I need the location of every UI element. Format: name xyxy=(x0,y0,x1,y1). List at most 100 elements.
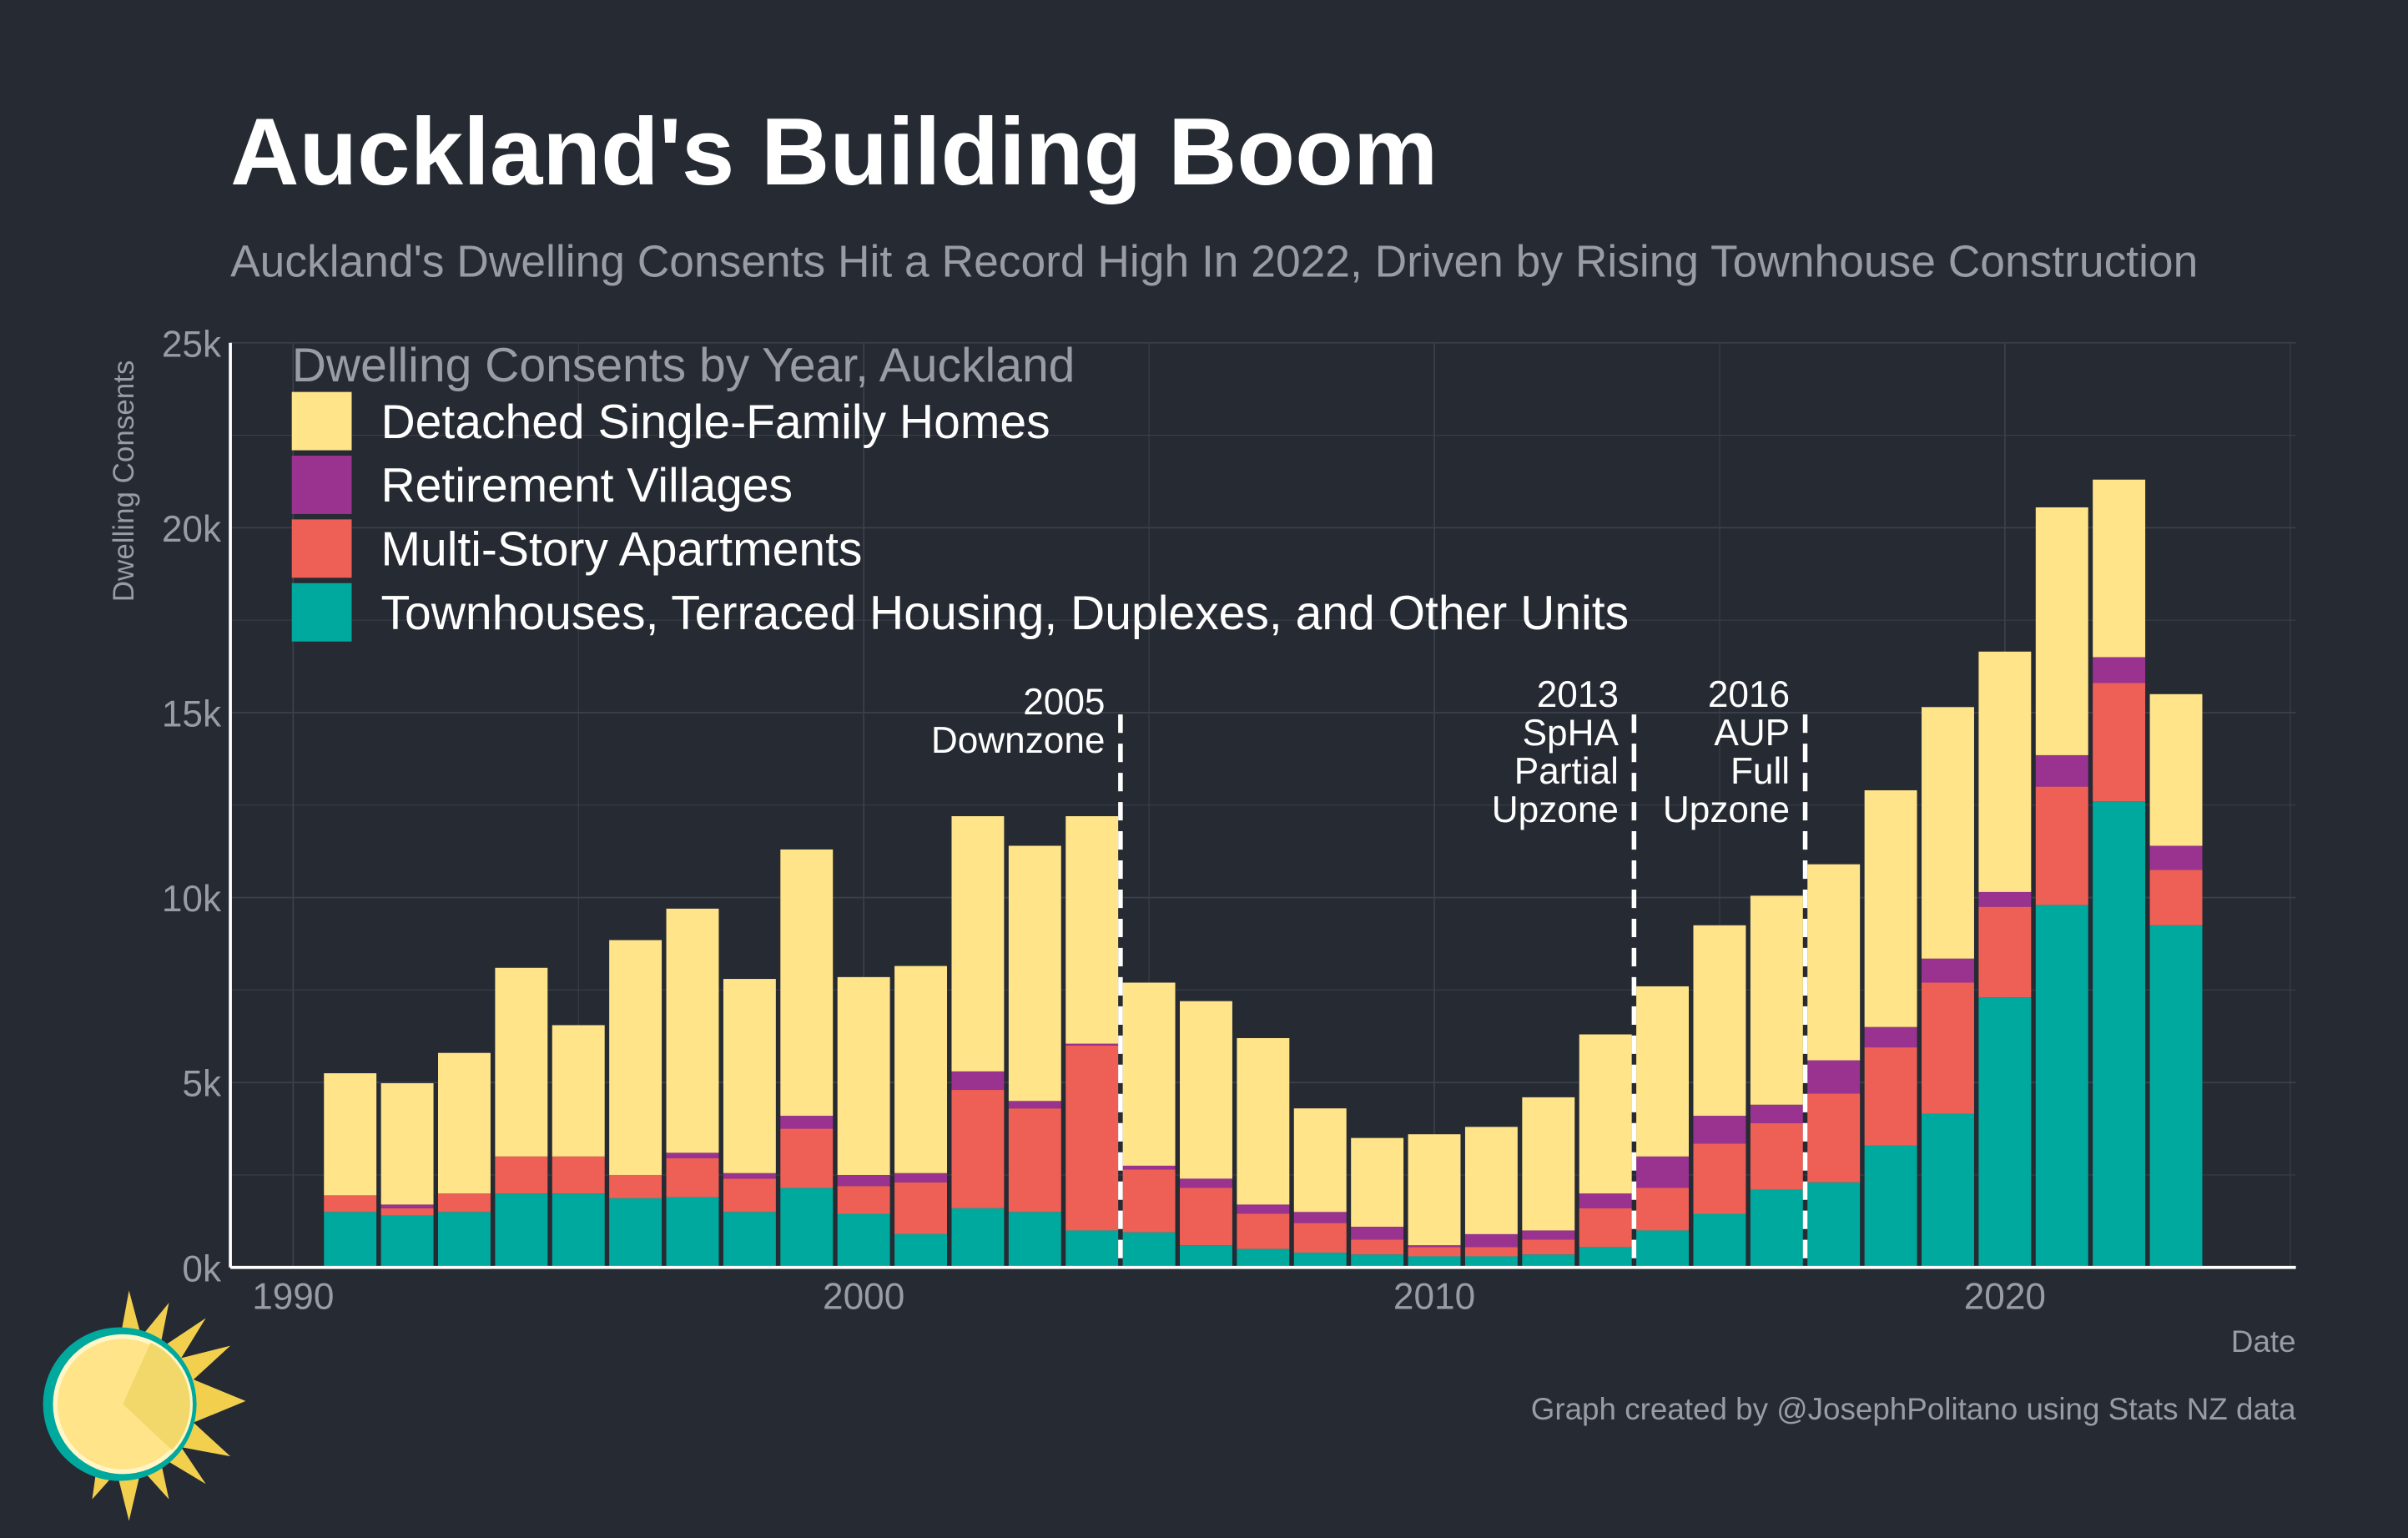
bar-segment xyxy=(1180,1188,1232,1246)
bar-segment xyxy=(1522,1230,1575,1240)
y-tick-label: 10k xyxy=(162,879,222,920)
bar-segment xyxy=(723,1178,776,1213)
bar-segment xyxy=(1293,1223,1347,1253)
bar-segment xyxy=(1750,1104,1803,1123)
bar-segment xyxy=(1922,707,1974,959)
x-tick-label: 1990 xyxy=(252,1276,334,1317)
bar-segment xyxy=(1180,1245,1232,1268)
bar-segment xyxy=(2149,925,2203,1268)
legend-swatch xyxy=(291,456,352,514)
bar-segment xyxy=(1978,906,2032,998)
bar-segment xyxy=(609,1174,662,1198)
bar-segment xyxy=(2093,657,2146,683)
bar-segment xyxy=(609,1198,662,1268)
bar-segment xyxy=(1579,1208,1632,1248)
legend-swatch xyxy=(291,582,352,642)
bar-segment xyxy=(780,1188,834,1268)
bar-segment xyxy=(1750,895,1803,1105)
bar-segment xyxy=(1522,1097,1575,1231)
bar-segment xyxy=(495,967,548,1157)
bar-segment xyxy=(1807,1182,1861,1268)
bar-segment xyxy=(1408,1256,1461,1268)
legend-label: Townhouses, Terraced Housing, Duplexes, … xyxy=(380,587,1629,640)
bar-segment xyxy=(438,1052,491,1194)
bar-segment xyxy=(1351,1239,1404,1255)
bar-segment xyxy=(1122,982,1176,1166)
bar-segment xyxy=(2149,845,2203,870)
bar-segment xyxy=(1636,1230,1690,1268)
bar-segment xyxy=(894,1172,948,1182)
bar-segment xyxy=(2093,801,2146,1268)
bar-segment xyxy=(1464,1127,1518,1234)
bar-segment xyxy=(1579,1193,1632,1208)
bar-segment xyxy=(1008,1108,1061,1213)
bar-segment xyxy=(837,1174,890,1187)
bar-segment xyxy=(1180,1178,1232,1188)
bar-segment xyxy=(894,1182,948,1234)
bar-segment xyxy=(723,1172,776,1179)
bar-segment xyxy=(666,1152,719,1159)
annotation-text: AUP xyxy=(1714,713,1790,754)
bar-segment xyxy=(1922,982,1974,1114)
bar-segment xyxy=(1807,1093,1861,1182)
bar-segment xyxy=(1065,816,1119,1044)
bar-segment xyxy=(780,849,834,1117)
bar-segment xyxy=(1636,1156,1690,1188)
bar-segment xyxy=(2035,905,2088,1268)
bar-segment xyxy=(951,1071,1005,1091)
bar-segment xyxy=(1293,1108,1347,1213)
bar-segment xyxy=(1237,1037,1290,1205)
bar-segment xyxy=(1122,1165,1176,1170)
bar-segment xyxy=(2035,507,2088,755)
bar-segment xyxy=(1065,1045,1119,1231)
x-tick-label: 2020 xyxy=(1964,1276,2046,1317)
legend-swatch xyxy=(291,519,352,578)
x-axis-label: Date xyxy=(2231,1324,2296,1359)
legend-label: Retirement Villages xyxy=(380,459,793,512)
bar-segment xyxy=(1351,1227,1404,1240)
bar-segment xyxy=(1408,1134,1461,1246)
bar-segment xyxy=(495,1193,548,1268)
bar-segment xyxy=(1008,1212,1061,1268)
bar-segment xyxy=(951,1090,1005,1208)
bar-segment xyxy=(1693,1116,1746,1144)
y-axis-label: Dwelling Consents xyxy=(108,361,140,603)
bar-segment xyxy=(1579,1034,1632,1194)
bar-segment xyxy=(1864,790,1917,1027)
bar-segment xyxy=(2035,754,2088,787)
x-tick-label: 2010 xyxy=(1393,1276,1475,1317)
bar-segment xyxy=(1922,1113,1974,1268)
bar-segment xyxy=(438,1212,491,1268)
bar-segment xyxy=(780,1116,834,1129)
bar-segment xyxy=(1522,1239,1575,1255)
bar-segment xyxy=(2035,786,2088,905)
bar-segment xyxy=(1522,1254,1575,1268)
bar-segment xyxy=(780,1128,834,1188)
y-tick-label: 20k xyxy=(162,509,222,550)
bar-segment xyxy=(894,1233,948,1268)
bar-segment xyxy=(1750,1122,1803,1190)
bar-segment xyxy=(1008,1101,1061,1109)
bar-segment xyxy=(438,1193,491,1213)
bar-segment xyxy=(552,1025,605,1157)
bar-segment xyxy=(1978,997,2032,1268)
bar-segment xyxy=(380,1208,434,1216)
bar-segment xyxy=(1408,1247,1461,1257)
y-tick-label: 25k xyxy=(162,324,222,365)
bar-segment xyxy=(666,908,719,1153)
chart-title: Auckland's Building Boom xyxy=(230,99,1438,205)
legend-title: Dwelling Consents by Year, Auckland xyxy=(292,339,1076,392)
bar-segment xyxy=(666,1158,719,1198)
bar-segment xyxy=(1351,1254,1404,1268)
bar-segment xyxy=(1008,845,1061,1102)
y-tick-label: 0k xyxy=(182,1248,222,1289)
annotation-text: Upzone xyxy=(1492,789,1619,830)
bar-segment xyxy=(1122,1232,1176,1268)
legend-swatch xyxy=(291,391,352,451)
bar-segment xyxy=(1978,651,2032,892)
annotation-text: 2013 xyxy=(1537,674,1619,715)
bar-segment xyxy=(1122,1169,1176,1233)
bar-segment xyxy=(1693,1143,1746,1214)
bar-segment xyxy=(1237,1248,1290,1268)
